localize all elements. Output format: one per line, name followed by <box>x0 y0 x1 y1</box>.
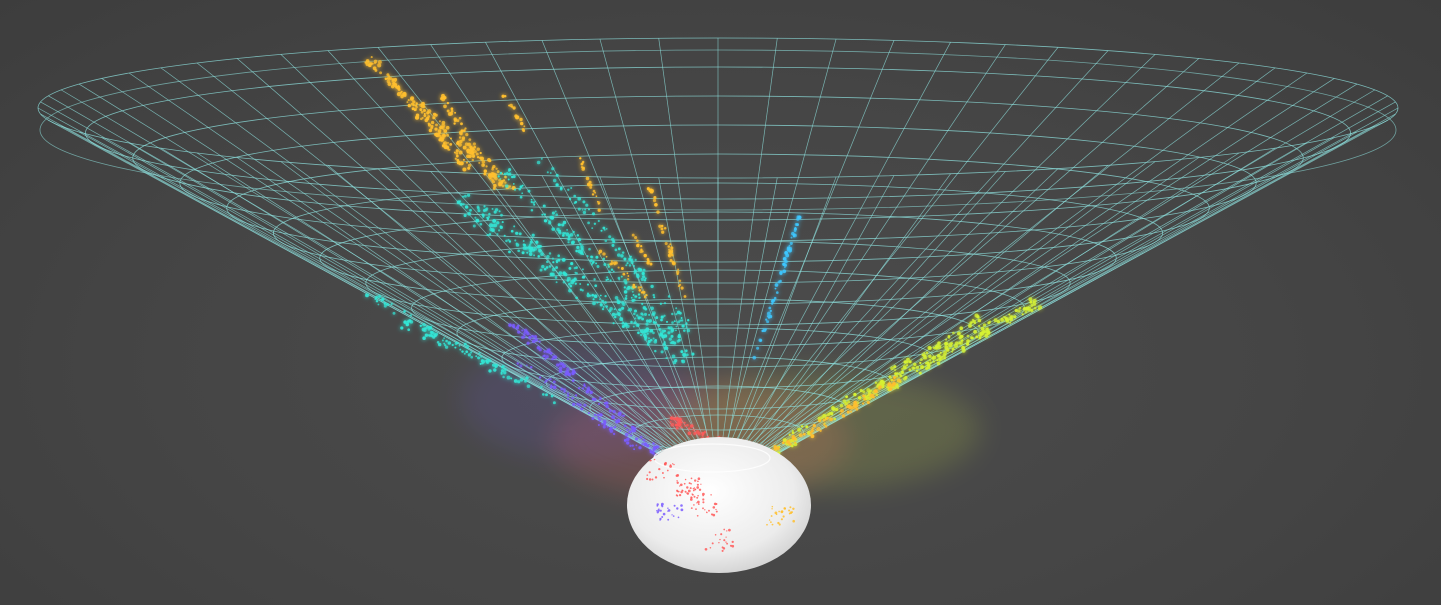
cyan-arm-streak <box>536 157 691 333</box>
violet-arm-globe-marks <box>656 502 684 521</box>
grid-meridian <box>60 89 674 455</box>
grid-meridian <box>740 168 1059 471</box>
grid-meridian <box>236 157 686 469</box>
grid-meridian <box>40 113 673 460</box>
orange-arm-streak <box>501 94 526 133</box>
grid-meridian <box>160 67 681 451</box>
grid-meridian <box>48 95 673 456</box>
grid-meridian <box>729 40 895 445</box>
orange-arm-streak <box>646 187 687 298</box>
grid-meridian <box>759 78 1335 453</box>
grid-meridian <box>658 38 715 445</box>
grid-meridian <box>599 38 711 445</box>
grid-meridian <box>485 173 703 472</box>
grid-meridian <box>733 42 951 446</box>
grid-meridian <box>755 67 1276 451</box>
grid-meridian <box>761 83 1358 454</box>
grid-meridian <box>762 89 1376 455</box>
grid-meridian <box>759 137 1335 465</box>
red-core-globe-marks <box>646 458 675 481</box>
grid-meridian <box>101 78 677 453</box>
orange-arm-globe-marks <box>766 505 795 526</box>
grid-meridian <box>658 177 715 473</box>
grid-meridian <box>721 38 778 445</box>
grid-meridian <box>128 72 679 452</box>
grid-meridian <box>430 44 699 446</box>
grid-meridian <box>196 62 683 450</box>
grid-meridian <box>740 47 1059 447</box>
cyan-arm-streak <box>497 168 681 345</box>
orange-arm-streak <box>598 249 648 299</box>
grid-meridian <box>541 40 707 445</box>
red-core-globe-marks <box>704 528 735 552</box>
violet-arm-streak <box>516 362 642 451</box>
grid-meridian <box>744 50 1109 447</box>
grid-meridian <box>725 38 837 445</box>
grid-meridian <box>737 44 1006 446</box>
grid-meridian <box>757 72 1308 452</box>
grid-meridian <box>236 58 686 449</box>
grid-meridian <box>721 177 778 473</box>
cyan-arm-streak <box>400 319 556 405</box>
grid-meridian <box>128 142 679 466</box>
grid-meridian <box>599 176 711 472</box>
orange-arm-streak <box>579 157 601 212</box>
grid-meridian <box>733 173 951 472</box>
grid-meridian <box>485 42 703 446</box>
grid-meridian <box>757 142 1308 466</box>
grid-meridian <box>40 101 673 458</box>
orange-arm-streak <box>439 93 503 190</box>
grid-meridian <box>37 107 673 459</box>
grid-meridian <box>280 161 689 470</box>
grid-meridian <box>729 175 895 472</box>
data-point-clusters <box>364 56 1043 464</box>
orange-arm-streak <box>631 233 653 266</box>
grid-meridian <box>377 47 696 447</box>
sky-blue-arm-streak <box>752 215 802 360</box>
red-core-globe-marks <box>689 492 718 517</box>
grid-meridian <box>78 83 675 454</box>
grid-meridian <box>48 119 673 461</box>
grid-meridian <box>747 54 1156 448</box>
grid-meridian <box>327 50 692 447</box>
cone-wireframe-grid <box>37 37 1399 473</box>
violet-arm-streak <box>508 323 660 457</box>
cyan-arm-streak <box>456 193 695 365</box>
grid-meridian <box>761 131 1358 464</box>
grid-meridian <box>725 176 837 472</box>
grid-meridian <box>753 62 1240 450</box>
globe-sphere <box>627 437 811 573</box>
grid-meridian <box>750 58 1200 449</box>
earth-globe <box>627 437 811 573</box>
orange-arm-streak <box>384 75 472 172</box>
grid-meridian <box>280 54 689 448</box>
cyan-arm-streak <box>365 293 518 383</box>
orange-arm-streak <box>758 376 902 459</box>
red-core-globe-marks <box>675 474 704 497</box>
grid-meridian <box>747 161 1156 470</box>
grid-meridian <box>377 168 696 471</box>
